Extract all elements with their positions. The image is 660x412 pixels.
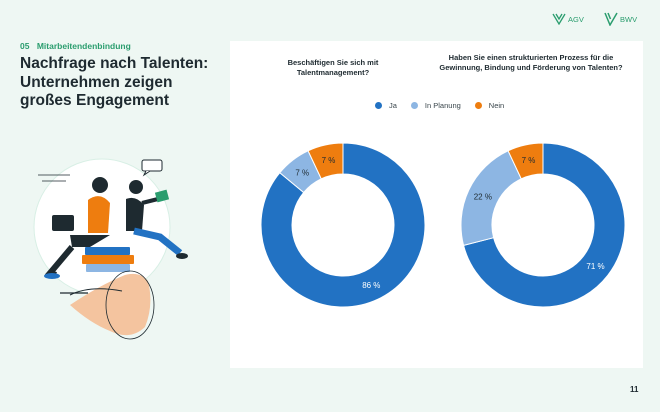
talent-illustration [33,158,188,340]
legend-swatch-in-planung [410,102,418,109]
donut-slice-nein [307,142,344,180]
question-2: Haben Sie einen strukturierten Prozess f… [439,53,623,72]
agv-logo-text: AGV [568,14,584,24]
legend-item-nein: Nein [474,101,505,110]
slice-label-ja: 71 % [586,262,604,271]
page-title: Nachfrage nach Talenten: Unternehmen zei… [20,55,209,109]
legend-swatch-nein [474,102,482,109]
question-1: Beschäftigen Sie sich mit Talentmanageme… [287,58,379,77]
donut-slice-ja [462,142,626,308]
slice-label-in-planung: 7 % [295,168,309,177]
legend-label-ja: Ja [389,101,397,110]
donut-slice-ja [260,142,426,308]
slice-label-ja: 86 % [362,281,380,290]
page-number: 11 [630,385,639,394]
slice-label-nein: 7 % [522,156,536,165]
survey-panel: Beschäftigen Sie sich mit Talentmanageme… [230,41,643,368]
slice-label-nein: 7 % [322,156,336,165]
agv-logo-icon [552,13,566,25]
donut-chart-talentmanagement: 86 % 7 % 7 % [260,142,426,308]
bwv-logo-text: BWV [620,14,638,24]
legend-item-in-planung: In Planung [410,101,461,110]
bwv-logo: BWV [604,11,637,27]
legend-label-in-planung: In Planung [424,101,461,110]
donut-chart-strukturierter-prozess: 71 % 22 % 7 % [460,142,626,308]
legend-label-nein: Nein [488,101,505,110]
legend-item-ja: Ja [375,101,397,110]
bwv-logo-icon [604,12,618,26]
slice-label-in-planung: 22 % [474,193,492,202]
donut-slice-nein [507,142,544,180]
agv-logo: AGV [552,11,584,27]
chart-legend: Ja In Planung Nein [375,101,504,110]
section-name: Mitarbeitendenbindung [36,41,131,51]
section-label: 05 Mitarbeitendenbindung [20,41,131,51]
legend-swatch-ja [375,102,382,109]
section-number: 05 [20,41,30,51]
